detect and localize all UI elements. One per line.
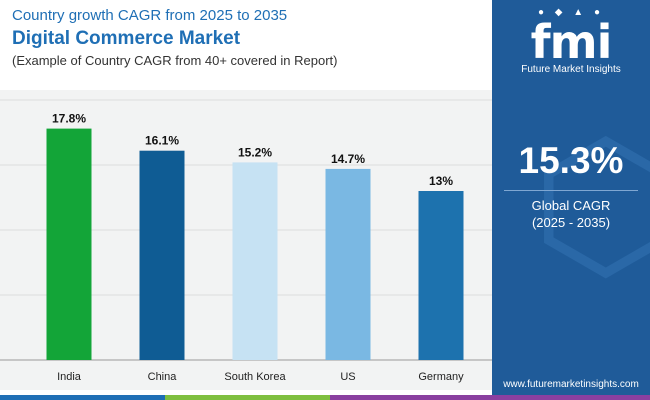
bar-china	[139, 150, 185, 360]
brand-panel: ⬡ ● ◆ ▲ ● fmi Future Market Insights 15.…	[492, 0, 650, 400]
data-label: 15.2%	[238, 145, 272, 159]
website-link[interactable]: www.futuremarketinsights.com	[503, 379, 639, 390]
fmi-logo: ● ◆ ▲ ● fmi Future Market Insights	[510, 6, 632, 76]
data-label: 13%	[429, 174, 453, 188]
data-label: 16.1%	[145, 134, 179, 148]
x-tick-label: US	[340, 371, 355, 383]
data-label: 17.8%	[52, 112, 86, 126]
stripe-blue	[0, 395, 165, 400]
stripe-purple	[330, 395, 650, 400]
bar-us	[325, 168, 371, 360]
chart-title: Digital Commerce Market	[12, 28, 241, 49]
bar-germany	[418, 191, 464, 360]
x-tick-label: China	[148, 371, 178, 383]
chart-header: Country growth CAGR from 2025 to 2035 Di…	[12, 6, 338, 69]
global-cagr-label: Global CAGR	[531, 198, 611, 213]
bar-india	[46, 128, 92, 360]
x-tick-label: India	[57, 371, 82, 383]
brand-name: Future Market Insights	[521, 64, 621, 75]
stripe-green	[165, 395, 330, 400]
global-cagr-value: 15.3%	[518, 140, 624, 181]
chart-subtitle: Country growth CAGR from 2025 to 2035	[12, 7, 288, 24]
bar-south-korea	[232, 162, 278, 360]
background-pattern: ⬡	[531, 106, 650, 304]
bottom-stripe	[0, 395, 650, 400]
bar-chart: 17.8% India 16.1% China 15.2% South Korea 14.7…	[0, 99, 492, 383]
x-tick-label: Germany	[418, 371, 464, 383]
global-cagr-block: 15.3% Global CAGR (2025 - 2035)	[492, 140, 650, 231]
chart-note: (Example of Country CAGR from 40+ covere…	[12, 53, 338, 68]
data-label: 14.7%	[331, 152, 365, 166]
global-cagr-period: (2025 - 2035)	[531, 215, 611, 230]
logo-icons: ● ◆ ▲ ●	[537, 7, 604, 18]
divider	[504, 190, 638, 191]
x-tick-label: South Korea	[224, 371, 286, 383]
logo-mark: fmi	[530, 15, 613, 69]
